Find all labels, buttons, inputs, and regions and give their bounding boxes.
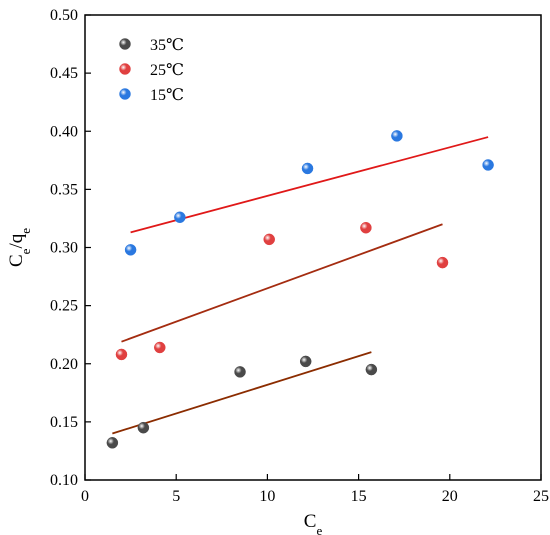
legend-label: 35℃ [150,37,184,54]
data-point [124,244,137,256]
y-tick-label: 0.35 [50,181,78,198]
data-point [365,363,378,376]
y-tick-label: 0.20 [50,356,78,373]
data-point [115,348,128,361]
y-tick-label: 0.30 [50,240,78,257]
x-tick-label: 5 [172,488,180,505]
x-tick-label: 25 [533,488,549,505]
data-point [482,159,494,171]
y-tick-label: 0.40 [50,123,78,140]
data-point [299,355,312,368]
data-point [154,341,166,354]
legend: 35℃ 25℃ 15℃ [119,37,184,104]
y-axis-label: Ce/qe [6,228,33,267]
data-point [174,211,186,224]
data-point [137,421,150,434]
data-point [360,221,372,234]
x-tick-label: 0 [81,488,89,505]
data-point [234,366,246,378]
y-tick-label: 0.15 [50,414,78,431]
y-axis-label-main-2: /q [6,233,27,248]
x-tick-label: 15 [351,488,367,505]
x-axis-label-main: C [304,511,317,532]
x-axis-label: Ce [304,511,323,535]
legend-marker [119,38,131,50]
data-point [391,130,403,142]
y-tick-label: 0.50 [50,7,78,24]
y-tick-label: 0.10 [50,472,78,489]
data-point [301,162,314,175]
data-point [263,233,275,246]
fit-line [112,351,372,435]
y-tick-label: 0.45 [50,65,78,82]
x-tick-label: 20 [442,488,458,505]
data-point [106,437,119,449]
data-point [436,256,449,269]
fit-line [121,223,443,343]
y-axis-label-main-1: C [6,254,27,267]
x-tick-label: 10 [259,488,275,505]
legend-marker [119,88,131,100]
x-axis-label-sub: e [316,523,322,535]
plot-frame [84,14,542,481]
plot-area [106,130,494,449]
legend-label: 25℃ [150,62,184,79]
y-axis-label-sub-2: e [18,228,33,234]
fit-line [130,136,489,234]
y-axis-label-sub-1: e [18,248,33,254]
axes: 0 5 10 15 20 25 0.10 0.15 0.20 0.25 0.30 0.35 0.40 0.… [50,7,549,505]
y-tick-label: 0.25 [50,298,78,315]
legend-label: 15℃ [150,87,184,104]
legend-marker [119,63,131,75]
